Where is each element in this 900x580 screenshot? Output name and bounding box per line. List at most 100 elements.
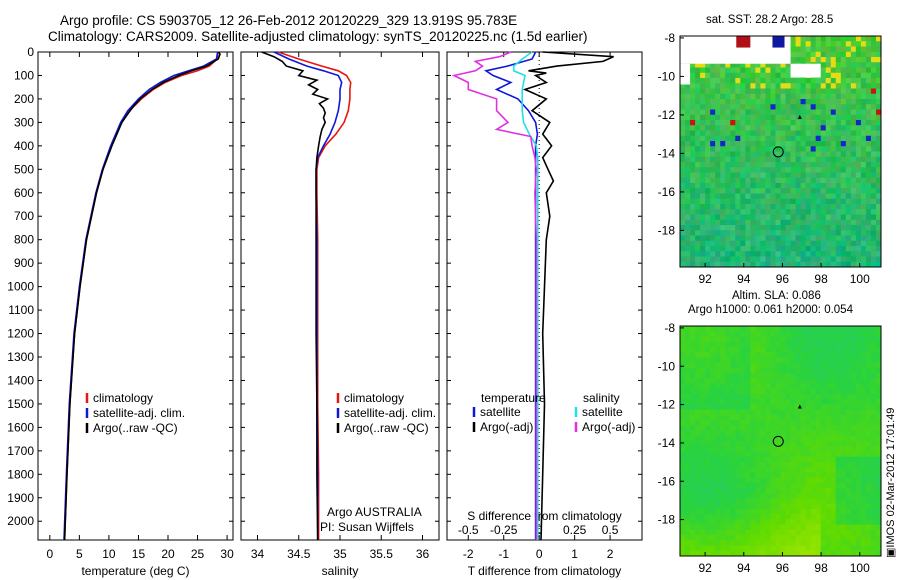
sst-map-cell xyxy=(865,261,872,268)
sst-map-cell xyxy=(690,151,696,158)
sal-legend-label: satellite-adj. clim. xyxy=(344,406,436,420)
sla-map-cell xyxy=(750,514,756,520)
sla-map-cell xyxy=(725,550,731,557)
sla-map-cell xyxy=(805,441,812,447)
sla-map-cell xyxy=(815,357,822,363)
sla-map-cell xyxy=(790,357,796,363)
sst-map-cell xyxy=(715,177,721,184)
sst-map-cell xyxy=(700,204,706,210)
sst-map-cell xyxy=(855,88,862,95)
sst-map-cell xyxy=(695,67,701,74)
sla-map-cell xyxy=(710,414,716,421)
sla-map-cell xyxy=(815,514,822,520)
sla-map-cell xyxy=(725,519,731,526)
sst-map-cell xyxy=(770,78,776,84)
sst-map-cell xyxy=(690,83,696,89)
sla-map-cell xyxy=(745,519,751,526)
sla-map-cell xyxy=(680,404,686,411)
sst-map-cell xyxy=(720,188,726,194)
sst-map-cell xyxy=(830,109,837,116)
sla-map-cell xyxy=(810,357,817,363)
sla-map-cell xyxy=(710,550,716,557)
sst-map-cell xyxy=(695,83,701,89)
sla-map-cell xyxy=(685,467,691,473)
sst-map-cell xyxy=(735,125,741,131)
sla-map-cell xyxy=(840,367,847,374)
sla-map-cell xyxy=(830,393,837,400)
sst-map-cell xyxy=(755,246,761,252)
sst-map-cell xyxy=(850,99,857,105)
sst-map-cell xyxy=(850,67,857,74)
sst-map-cell xyxy=(850,41,857,47)
sst-map-cell xyxy=(760,72,766,79)
sla-map-cell xyxy=(700,550,706,557)
sst-map-cell xyxy=(840,99,847,105)
sst-map-cell xyxy=(685,104,691,110)
sst-map-cell xyxy=(770,83,776,89)
sla-map-cell xyxy=(785,545,791,552)
sla-map-cell xyxy=(680,535,686,541)
sst-map-cell xyxy=(785,62,791,68)
diff-series-temperature-argo-adj- xyxy=(522,51,614,541)
sla-map-cell xyxy=(780,508,786,515)
sla-map-cell xyxy=(700,529,706,536)
sla-map-cell xyxy=(850,435,857,442)
sla-map-cell xyxy=(755,446,761,452)
sst-map-cell xyxy=(690,256,696,263)
sla-map-cell xyxy=(680,503,686,510)
sst-map-cell xyxy=(765,151,771,158)
sst-map-cell xyxy=(855,225,862,231)
sst-map-cell xyxy=(695,151,701,158)
sla-map-cell xyxy=(740,414,746,421)
sla-map-cell xyxy=(745,357,751,363)
sst-map-cell xyxy=(735,151,741,158)
sla-map-cell xyxy=(805,456,812,463)
sla-map-cell xyxy=(835,430,842,437)
sst-map-cell xyxy=(740,78,746,84)
temp-xtick-label: 0 xyxy=(46,547,53,561)
sla-map-cell xyxy=(720,331,726,337)
sla-map-cell xyxy=(725,461,731,468)
sst-map-cell xyxy=(820,141,827,147)
sla-map-cell xyxy=(825,362,832,369)
sla-map-cell xyxy=(825,493,832,499)
sla-map-cell xyxy=(845,373,852,379)
sst-map-cell xyxy=(685,204,691,210)
sst-map-cell xyxy=(785,88,791,95)
sst-map-cell xyxy=(830,177,837,184)
sst-map-cell xyxy=(690,219,696,226)
depth-tick-label: 200 xyxy=(14,92,34,106)
sla-map-cell xyxy=(745,409,751,416)
sla-map-cell xyxy=(730,461,736,468)
sst-map-cell xyxy=(705,209,711,215)
sst-map-cell xyxy=(795,214,802,221)
sla-map-cell xyxy=(835,461,842,468)
sla-map-title-1: Altim. SLA: 0.086 xyxy=(732,290,821,302)
sla-map-cell xyxy=(720,420,726,426)
sst-map-cell xyxy=(860,177,867,184)
sst-map-cell xyxy=(840,114,847,121)
sst-map-cell xyxy=(795,83,802,89)
sst-map-cell xyxy=(725,99,731,105)
sla-map-cell xyxy=(715,514,721,520)
sla-map-cell xyxy=(800,435,807,442)
sst-map-cell xyxy=(865,167,872,173)
sst-map-cell xyxy=(730,214,736,221)
sst-map-cell xyxy=(835,146,842,152)
sla-map-cell xyxy=(725,341,731,348)
sla-map-cell xyxy=(820,461,827,468)
sst-map-cell xyxy=(785,72,791,79)
sst-map-cell xyxy=(840,183,847,189)
sst-map-cell xyxy=(700,188,706,194)
sla-map-cell xyxy=(735,472,741,478)
sst-map-cell xyxy=(840,219,847,226)
sst-map-cell xyxy=(815,135,822,142)
sst-map-cell xyxy=(775,130,781,137)
sla-map-cell xyxy=(700,326,706,332)
sst-map-cell xyxy=(800,130,807,137)
sst-map-cell xyxy=(750,62,756,68)
sst-nodata xyxy=(680,63,691,85)
sst-map-cell xyxy=(830,225,837,231)
sla-map-cell xyxy=(875,498,882,505)
sla-map-cell xyxy=(810,331,817,337)
